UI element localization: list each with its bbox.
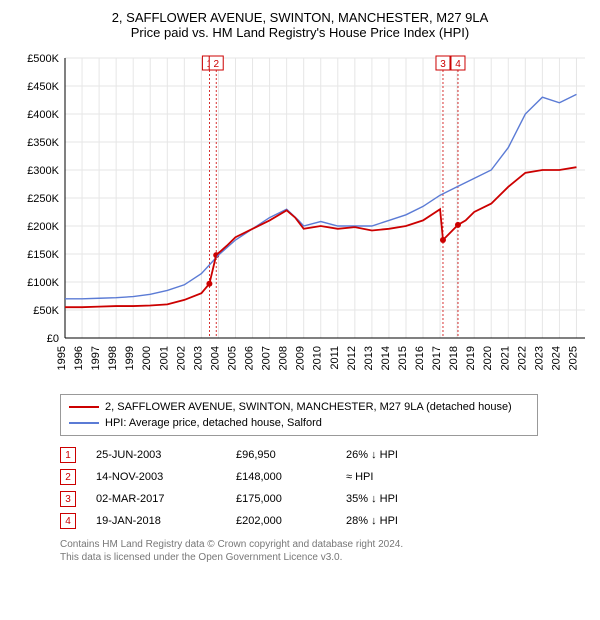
svg-text:£0: £0 <box>47 333 59 345</box>
event-price: £202,000 <box>236 515 326 527</box>
event-marker-box: 2 <box>60 469 76 485</box>
footer-attribution: Contains HM Land Registry data © Crown c… <box>60 538 590 564</box>
legend-item: 2, SAFFLOWER AVENUE, SWINTON, MANCHESTER… <box>69 399 529 415</box>
svg-text:2015: 2015 <box>397 346 409 370</box>
svg-text:£250K: £250K <box>27 193 59 205</box>
event-pct: ≈ HPI <box>346 471 466 483</box>
event-pct: 26% ↓ HPI <box>346 449 466 461</box>
svg-text:2018: 2018 <box>448 346 460 370</box>
legend-swatch <box>69 422 99 424</box>
svg-text:£100K: £100K <box>27 277 59 289</box>
svg-text:2013: 2013 <box>363 346 375 370</box>
svg-text:3: 3 <box>440 59 446 70</box>
svg-text:2023: 2023 <box>533 346 545 370</box>
svg-text:2010: 2010 <box>312 346 324 370</box>
svg-text:2011: 2011 <box>329 346 341 370</box>
line-chart: £0 £50K £100K £150K £200K £250K £300K £350K £400… <box>10 48 590 388</box>
event-marker-box: 1 <box>60 447 76 463</box>
table-row: 2 14-NOV-2003 £148,000 ≈ HPI <box>60 466 590 488</box>
svg-text:2017: 2017 <box>431 346 443 370</box>
chart-container: £0 £50K £100K £150K £200K £250K £300K £350K £400… <box>10 48 590 388</box>
svg-text:2009: 2009 <box>295 346 307 370</box>
svg-text:£200K: £200K <box>27 221 59 233</box>
svg-text:2024: 2024 <box>550 346 562 370</box>
svg-text:2001: 2001 <box>158 346 170 370</box>
svg-text:£400K: £400K <box>27 109 59 121</box>
svg-text:2004: 2004 <box>209 346 221 370</box>
legend-swatch <box>69 406 99 408</box>
svg-text:£450K: £450K <box>27 81 59 93</box>
table-row: 3 02-MAR-2017 £175,000 35% ↓ HPI <box>60 488 590 510</box>
event-pct: 28% ↓ HPI <box>346 515 466 527</box>
event-date: 14-NOV-2003 <box>96 471 216 483</box>
svg-text:1997: 1997 <box>90 346 102 370</box>
event-date: 02-MAR-2017 <box>96 493 216 505</box>
event-date: 25-JUN-2003 <box>96 449 216 461</box>
legend: 2, SAFFLOWER AVENUE, SWINTON, MANCHESTER… <box>60 394 538 436</box>
svg-text:£500K: £500K <box>27 53 59 65</box>
svg-text:£350K: £350K <box>27 137 59 149</box>
event-pct: 35% ↓ HPI <box>346 493 466 505</box>
svg-text:1995: 1995 <box>56 346 68 370</box>
svg-text:2019: 2019 <box>465 346 477 370</box>
svg-text:2012: 2012 <box>346 346 358 370</box>
svg-text:2016: 2016 <box>414 346 426 370</box>
chart-title-line2: Price paid vs. HM Land Registry's House … <box>10 25 590 40</box>
svg-text:£300K: £300K <box>27 165 59 177</box>
svg-text:2025: 2025 <box>567 346 579 370</box>
svg-text:2005: 2005 <box>226 346 238 370</box>
event-price: £175,000 <box>236 493 326 505</box>
events-table: 1 25-JUN-2003 £96,950 26% ↓ HPI 2 14-NOV… <box>60 444 590 532</box>
chart-title-line1: 2, SAFFLOWER AVENUE, SWINTON, MANCHESTER… <box>10 10 590 25</box>
event-price: £148,000 <box>236 471 326 483</box>
svg-text:1999: 1999 <box>124 346 136 370</box>
legend-item: HPI: Average price, detached house, Salf… <box>69 415 529 431</box>
footer-line: Contains HM Land Registry data © Crown c… <box>60 538 590 551</box>
svg-text:2002: 2002 <box>175 346 187 370</box>
svg-text:2003: 2003 <box>192 346 204 370</box>
legend-label: HPI: Average price, detached house, Salf… <box>105 417 322 429</box>
event-marker-box: 3 <box>60 491 76 507</box>
chart-title-block: 2, SAFFLOWER AVENUE, SWINTON, MANCHESTER… <box>10 10 590 40</box>
svg-text:2007: 2007 <box>261 346 273 370</box>
footer-line: This data is licensed under the Open Gov… <box>60 551 590 564</box>
svg-text:2006: 2006 <box>244 346 256 370</box>
svg-text:2020: 2020 <box>482 346 494 370</box>
svg-text:4: 4 <box>455 59 461 70</box>
event-marker-box: 4 <box>60 513 76 529</box>
svg-text:2022: 2022 <box>516 346 528 370</box>
event-price: £96,950 <box>236 449 326 461</box>
svg-text:2000: 2000 <box>141 346 153 370</box>
svg-text:1996: 1996 <box>73 346 85 370</box>
svg-text:£50K: £50K <box>33 305 59 317</box>
table-row: 1 25-JUN-2003 £96,950 26% ↓ HPI <box>60 444 590 466</box>
event-date: 19-JAN-2018 <box>96 515 216 527</box>
svg-text:2: 2 <box>213 59 219 70</box>
svg-text:2008: 2008 <box>278 346 290 370</box>
legend-label: 2, SAFFLOWER AVENUE, SWINTON, MANCHESTER… <box>105 401 512 413</box>
svg-text:1998: 1998 <box>107 346 119 370</box>
svg-text:2021: 2021 <box>499 346 511 370</box>
svg-text:2014: 2014 <box>380 346 392 370</box>
svg-text:£150K: £150K <box>27 249 59 261</box>
table-row: 4 19-JAN-2018 £202,000 28% ↓ HPI <box>60 510 590 532</box>
